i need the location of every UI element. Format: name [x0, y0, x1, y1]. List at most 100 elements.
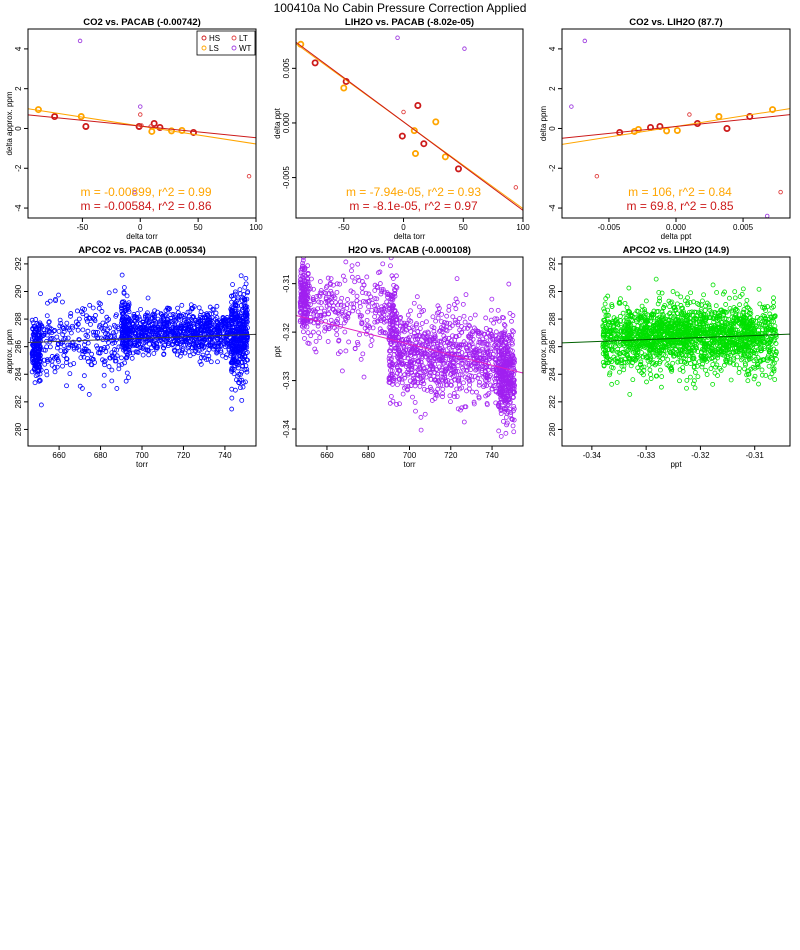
point [344, 302, 350, 308]
point [427, 363, 433, 369]
point [771, 315, 777, 321]
point-LT [594, 173, 600, 179]
point [374, 302, 380, 308]
point [753, 356, 759, 362]
point [121, 324, 127, 329]
point [318, 314, 324, 320]
point [229, 395, 235, 401]
point [94, 343, 99, 349]
point [338, 302, 344, 308]
x-tick-label: 0.000 [666, 223, 687, 232]
point [222, 316, 228, 322]
x-tick-label: 680 [94, 451, 108, 460]
point [193, 331, 199, 336]
point [122, 333, 127, 338]
point [219, 319, 224, 325]
point [167, 306, 172, 312]
y-tick-label: 4 [548, 46, 557, 51]
point [363, 290, 369, 296]
x-tick-label: 740 [485, 451, 499, 460]
point [355, 274, 361, 280]
point [105, 340, 111, 345]
point [56, 328, 62, 334]
point [417, 326, 423, 331]
point [710, 381, 716, 387]
point [452, 394, 457, 400]
point [64, 356, 69, 361]
point [754, 323, 759, 329]
point [423, 319, 429, 325]
point [33, 330, 38, 336]
point [68, 311, 74, 316]
point [496, 353, 502, 358]
point [613, 328, 619, 333]
point [463, 292, 469, 298]
point [355, 342, 361, 347]
point [313, 349, 319, 355]
point [186, 319, 192, 324]
point [475, 342, 481, 348]
point [666, 298, 672, 304]
point [498, 433, 504, 439]
point [656, 290, 662, 295]
point [191, 325, 197, 331]
fit-line [28, 114, 256, 139]
point [334, 289, 340, 295]
point [359, 320, 365, 326]
point [773, 352, 778, 358]
data-area [562, 38, 790, 218]
y-tick-label: -0.33 [282, 371, 291, 390]
point [32, 335, 37, 341]
point [602, 301, 608, 307]
x-tick-label: 720 [177, 451, 191, 460]
point [328, 288, 334, 294]
point [692, 385, 698, 391]
point [119, 272, 125, 278]
point [711, 343, 716, 348]
point [234, 362, 240, 368]
point [615, 332, 621, 337]
point [488, 307, 494, 313]
point [494, 336, 499, 342]
point [388, 263, 393, 269]
point [728, 377, 734, 383]
point [402, 323, 408, 329]
point [702, 357, 708, 362]
point [771, 327, 776, 332]
point [726, 316, 731, 322]
legend-marker [201, 45, 207, 51]
x-axis-label: delta torr [126, 232, 158, 241]
point [493, 339, 499, 345]
point [409, 364, 415, 370]
y-tick-label: -4 [548, 204, 557, 212]
point [467, 382, 472, 388]
point [468, 316, 473, 321]
point [419, 363, 425, 368]
point [404, 362, 410, 367]
point [68, 313, 73, 319]
point [756, 333, 762, 339]
point [600, 323, 606, 329]
data-area [28, 38, 256, 195]
point [767, 374, 773, 380]
point [311, 309, 317, 315]
point [316, 299, 322, 305]
point [411, 330, 417, 336]
point [486, 390, 492, 396]
point [332, 309, 338, 315]
point [432, 396, 438, 401]
point [622, 359, 628, 365]
point [174, 352, 180, 358]
point [316, 293, 322, 299]
point-LS [769, 106, 777, 114]
point [506, 281, 512, 287]
point [237, 287, 243, 293]
point-LS [411, 150, 419, 158]
point [205, 313, 211, 319]
point [407, 344, 412, 350]
point [502, 339, 508, 345]
point [467, 378, 472, 384]
point [158, 311, 164, 317]
point [438, 348, 444, 354]
point [456, 342, 462, 348]
